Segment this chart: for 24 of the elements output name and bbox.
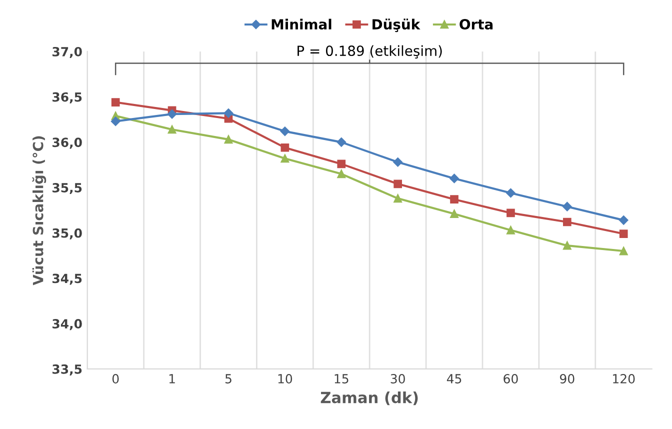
x-tick-label: 10 [278,374,292,384]
legend-label: Minimal [272,18,332,30]
y-tick-label: 35,5 [52,183,82,194]
y-tick-label: 34,5 [52,274,82,285]
y-tick-label: 36,5 [52,92,82,104]
y-tick-label: 33,5 [52,364,82,376]
x-tick-label: 1 [169,374,175,384]
y-tick-label: 37,0 [52,46,82,58]
x-tick-label: 30 [390,374,405,384]
x-tick-label: 0 [112,374,119,384]
x-tick-label: 90 [560,374,574,384]
y-axis-title: Vücut Sıcaklığı (°C) [32,136,46,286]
x-tick-label: 120 [613,374,635,384]
x-tick-label: 45 [446,374,462,384]
x-tick-label: 60 [504,374,518,384]
y-tick-label: 34,0 [52,319,82,330]
legend-label: Düşük [372,18,420,32]
annotation: P = 0.189 (etkileşim) [298,45,442,59]
y-tick-label: 35,0 [52,228,82,240]
x-tick-label: 5 [225,374,232,384]
x-tick-label: 15 [334,374,348,384]
legend-label: Orta [460,19,493,30]
x-axis-title: Zaman (dk) [320,391,418,406]
y-tick-label: 36,0 [52,138,82,149]
